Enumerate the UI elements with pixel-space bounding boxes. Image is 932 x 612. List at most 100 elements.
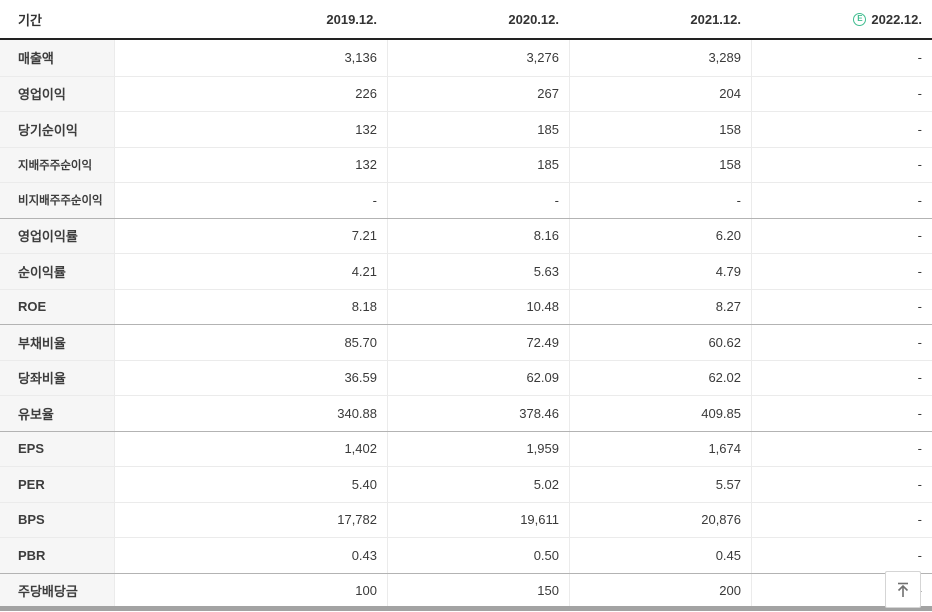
value-cell: 378.46 bbox=[387, 396, 569, 431]
value-cell: 1,402 bbox=[114, 431, 387, 466]
row-label: 매출액 bbox=[0, 40, 114, 76]
value-cell: 132 bbox=[114, 112, 387, 147]
value-cell: - bbox=[387, 183, 569, 218]
value-cell: - bbox=[751, 431, 932, 466]
value-cell: 20,876 bbox=[569, 502, 751, 537]
table-row: PER 5.40 5.02 5.57- bbox=[0, 466, 932, 502]
value-cell: 3,136 bbox=[114, 40, 387, 76]
value-cell: 36.59 bbox=[114, 360, 387, 395]
value-cell: 4.21 bbox=[114, 254, 387, 289]
row-label: BPS bbox=[0, 502, 114, 537]
value-cell: 1,674 bbox=[569, 431, 751, 466]
horizontal-scrollbar[interactable] bbox=[0, 606, 932, 611]
value-cell: - bbox=[751, 112, 932, 147]
value-cell: - bbox=[751, 396, 932, 431]
year-header-cell-2019: 2019.12. bbox=[114, 12, 387, 27]
value-cell: 1,959 bbox=[387, 431, 569, 466]
value-cell: - bbox=[751, 183, 932, 218]
value-cell: 340.88 bbox=[114, 396, 387, 431]
row-label: 비지배주주순이익 bbox=[0, 183, 114, 218]
period-header-cell: 기간 bbox=[18, 12, 42, 28]
row-label: 당좌비율 bbox=[0, 360, 114, 395]
table-row: 영업이익률 7.21 8.16 6.20- bbox=[0, 217, 932, 253]
value-cell: 10.48 bbox=[387, 289, 569, 324]
value-cell: - bbox=[569, 183, 751, 218]
table-body: 매출액 3,136 3,276 3,289- 영업이익 226 267 204- 당기순이익 13… bbox=[0, 40, 932, 608]
value-cell: 267 bbox=[387, 76, 569, 111]
row-label: 지배주주순이익 bbox=[0, 147, 114, 182]
table-row: 부채비율 85.70 72.49 60.62- bbox=[0, 324, 932, 360]
row-label: 순이익률 bbox=[0, 254, 114, 289]
value-cell: 5.57 bbox=[569, 467, 751, 502]
value-cell: 158 bbox=[569, 147, 751, 182]
row-label: 주당배당금 bbox=[0, 573, 114, 608]
value-cell: 0.50 bbox=[387, 538, 569, 573]
value-cell: 185 bbox=[387, 112, 569, 147]
value-cell: 8.27 bbox=[569, 289, 751, 324]
value-cell: 5.02 bbox=[387, 467, 569, 502]
table-row: 매출액 3,136 3,276 3,289- bbox=[0, 40, 932, 76]
value-cell: 6.20 bbox=[569, 218, 751, 253]
value-cell: 185 bbox=[387, 147, 569, 182]
row-label: 영업이익률 bbox=[0, 218, 114, 253]
table-row: 유보율 340.88 378.46 409.85- bbox=[0, 395, 932, 431]
value-cell: - bbox=[751, 40, 932, 76]
value-cell: - bbox=[751, 325, 932, 360]
value-cell: 62.09 bbox=[387, 360, 569, 395]
table-header-row: 기간 2019.12. 2020.12. 2021.12. E 2022.12. bbox=[0, 0, 932, 40]
value-cell: 132 bbox=[114, 147, 387, 182]
table-row: PBR 0.43 0.50 0.45- bbox=[0, 537, 932, 573]
value-cell: 0.43 bbox=[114, 538, 387, 573]
value-cell: - bbox=[751, 254, 932, 289]
value-cell: - bbox=[114, 183, 387, 218]
year-header-cell-2022-estimate: E 2022.12. bbox=[751, 12, 932, 27]
value-cell: 200 bbox=[569, 573, 751, 608]
value-cell: 19,611 bbox=[387, 502, 569, 537]
table-row: ROE 8.18 10.48 8.27- bbox=[0, 288, 932, 324]
value-cell: 7.21 bbox=[114, 218, 387, 253]
value-cell: 8.16 bbox=[387, 218, 569, 253]
table-row: 당좌비율 36.59 62.09 62.02- bbox=[0, 359, 932, 395]
value-cell: 4.79 bbox=[569, 254, 751, 289]
value-cell: 158 bbox=[569, 112, 751, 147]
table-row: 지배주주순이익 132 185 158- bbox=[0, 146, 932, 182]
value-cell: 5.40 bbox=[114, 467, 387, 502]
value-cell: 0.45 bbox=[569, 538, 751, 573]
row-label: EPS bbox=[0, 431, 114, 466]
value-cell: 100 bbox=[114, 573, 387, 608]
row-label: ROE bbox=[0, 289, 114, 324]
table-row: 비지배주주순이익 - - - - bbox=[0, 182, 932, 218]
table-row: BPS 17,782 19,611 20,876- bbox=[0, 501, 932, 537]
scroll-to-top-button[interactable] bbox=[885, 571, 921, 608]
year-header-label: 2020.12. bbox=[508, 11, 559, 27]
table-row: 영업이익 226 267 204- bbox=[0, 75, 932, 111]
value-cell: 409.85 bbox=[569, 396, 751, 431]
row-label: PBR bbox=[0, 538, 114, 573]
value-cell: 150 bbox=[387, 573, 569, 608]
row-label: 유보율 bbox=[0, 396, 114, 431]
value-cell: 72.49 bbox=[387, 325, 569, 360]
year-header-cell-2021: 2021.12. bbox=[569, 12, 751, 27]
year-header-cell-2020: 2020.12. bbox=[387, 12, 569, 27]
table-row: 당기순이익 132 185 158- bbox=[0, 111, 932, 147]
year-header-label: 2019.12. bbox=[326, 11, 377, 27]
value-cell: 85.70 bbox=[114, 325, 387, 360]
value-cell: - bbox=[751, 360, 932, 395]
value-cell: 226 bbox=[114, 76, 387, 111]
table-row: 순이익률 4.21 5.63 4.79- bbox=[0, 253, 932, 289]
value-cell: 8.18 bbox=[114, 289, 387, 324]
scroll-to-top-icon bbox=[897, 582, 909, 597]
value-cell: 5.63 bbox=[387, 254, 569, 289]
value-cell: 3,289 bbox=[569, 40, 751, 76]
value-cell: - bbox=[751, 502, 932, 537]
value-cell: 62.02 bbox=[569, 360, 751, 395]
row-label: 당기순이익 bbox=[0, 112, 114, 147]
value-cell: 60.62 bbox=[569, 325, 751, 360]
row-label: 부채비율 bbox=[0, 325, 114, 360]
row-label: 영업이익 bbox=[0, 76, 114, 111]
value-cell: - bbox=[751, 538, 932, 573]
year-header-label: 2022.12. bbox=[871, 11, 922, 27]
value-cell: - bbox=[751, 218, 932, 253]
